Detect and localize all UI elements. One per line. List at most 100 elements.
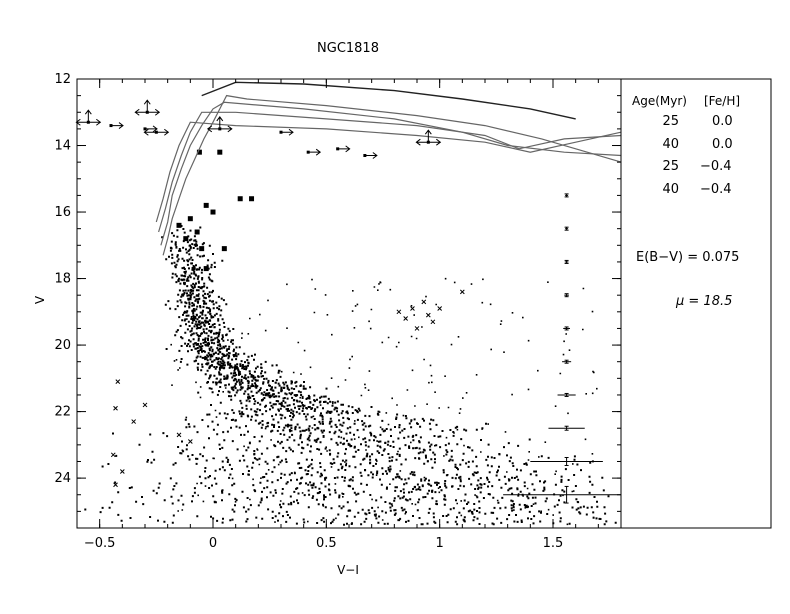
upper-limit-arrow: [337, 145, 351, 153]
upper-limit-arrow: [415, 138, 429, 146]
red-clump-star: [414, 326, 420, 331]
upper-limit-arrow: [111, 122, 124, 129]
upper-limit-arrow: [424, 129, 432, 143]
upper-limit-arrow: [143, 99, 151, 113]
plot-frame: [76, 78, 622, 529]
saturated-star-marker: [218, 127, 222, 131]
bright-star-marker: [210, 209, 216, 215]
saturated-star-marker: [154, 130, 158, 134]
bright-star-marker: [176, 222, 182, 228]
upper-limit-arrow: [206, 125, 220, 133]
axes-layer: −0.5 0 0.5 1 1.5 12 14 16 18 20 22 24: [54, 72, 622, 551]
saturated-star-marker: [426, 140, 430, 144]
y-tick-label: 14: [54, 139, 71, 154]
y-tick-label: 24: [54, 471, 71, 486]
blue-outlier-star: [187, 439, 193, 444]
red-clump-star: [430, 319, 436, 325]
legend-header-age: Age(Myr): [632, 94, 687, 108]
red-clump-star: [410, 306, 415, 311]
y-tick-label: 18: [54, 272, 71, 287]
isochrone-track: [155, 121, 622, 223]
upper-limit-arrow: [428, 138, 442, 146]
upper-limit-arrow: [134, 108, 148, 116]
bright-star-marker: [183, 236, 189, 242]
bright-star-marker: [194, 229, 200, 235]
x-tick-label: 1.5: [543, 536, 564, 551]
limit-arrows-layer: [75, 99, 442, 159]
red-clump-star: [396, 309, 402, 315]
bright-star-marker: [187, 216, 193, 222]
upper-limit-arrow: [364, 152, 378, 159]
saturated-star-marker: [143, 127, 147, 131]
blue-outlier-star: [113, 482, 118, 488]
bright-star-marker: [249, 196, 255, 202]
legend-age: 25: [662, 114, 679, 129]
y-tick-label: 16: [54, 205, 71, 220]
saturated-star-marker: [109, 124, 113, 128]
x-tick-label: 0.5: [316, 536, 337, 551]
upper-limit-arrow: [84, 109, 92, 123]
legend-feh: 0.0: [712, 114, 733, 129]
legend-age: 25: [662, 159, 679, 174]
blue-outlier-star: [176, 432, 182, 438]
bright-star-marker: [196, 149, 202, 155]
red-clump-star: [403, 316, 409, 321]
x-tick-label: 0: [209, 536, 217, 551]
blue-outlier-star: [110, 452, 116, 458]
legend-feh: 0.0: [712, 137, 733, 152]
error-bars-layer: [503, 193, 621, 504]
isochrone-track: [162, 94, 622, 256]
y-axis-label: V: [33, 295, 47, 304]
saturated-star-marker: [306, 150, 310, 154]
x-axis-label: V−I: [337, 563, 359, 577]
reddening-annotation: E(B−V) = 0.075: [636, 250, 739, 265]
isochrone-track: [160, 101, 622, 246]
y-tick-label: 22: [54, 405, 71, 420]
chart-title: NGC1818: [317, 41, 379, 56]
saturated-star-marker: [145, 110, 149, 114]
x-tick-label: 1: [436, 536, 444, 551]
upper-limit-arrow: [156, 128, 170, 136]
legend-header-feh: [Fe/H]: [704, 94, 740, 108]
blue-outlier-star: [131, 419, 137, 424]
distance-modulus-annotation: μ = 18.5: [675, 294, 732, 309]
legend-panel-frame: [620, 78, 772, 529]
star-points: [84, 225, 617, 526]
upper-limit-arrow: [308, 148, 322, 156]
bright-star-marker: [203, 266, 209, 272]
blue-outlier-star: [113, 405, 118, 411]
bright-star-marker: [237, 196, 243, 202]
upper-limit-arrow: [88, 118, 102, 126]
y-tick-label: 20: [54, 338, 71, 353]
upper-limit-arrow: [216, 116, 224, 129]
isochrone-track: [158, 111, 622, 233]
bright-star-marker: [217, 149, 223, 155]
red-clump-star: [421, 299, 427, 305]
saturated-star-marker: [279, 130, 283, 134]
bright-star-marker: [221, 246, 227, 252]
y-tick-label: 12: [54, 72, 71, 87]
legend-age: 40: [662, 137, 679, 152]
red-clump-star: [425, 312, 431, 318]
bright-star-marker: [203, 202, 209, 208]
blue-outlier-star: [119, 469, 125, 474]
saturated-star-marker: [363, 153, 367, 157]
bright-star-marker: [199, 246, 205, 252]
upper-limit-arrow: [143, 128, 157, 136]
upper-limit-arrow: [281, 128, 294, 136]
blue-outlier-star: [115, 379, 121, 385]
star-points-layer: [84, 149, 617, 526]
x-tick-label: −0.5: [84, 536, 116, 551]
upper-limit-arrow: [75, 118, 89, 126]
legend-table: Age(Myr) [Fe/H] 25 0.0 40 0.0 25 −0.4 40…: [632, 94, 740, 197]
saturated-star-marker: [86, 120, 90, 124]
blue-outlier-star: [142, 402, 148, 408]
red-clump-star: [459, 289, 465, 295]
upper-limit-arrow: [219, 125, 233, 133]
isochrone-layer: [155, 81, 622, 256]
upper-limit-arrow: [147, 108, 161, 116]
upper-limit-arrow: [145, 125, 158, 133]
legend-feh: −0.4: [700, 159, 732, 174]
